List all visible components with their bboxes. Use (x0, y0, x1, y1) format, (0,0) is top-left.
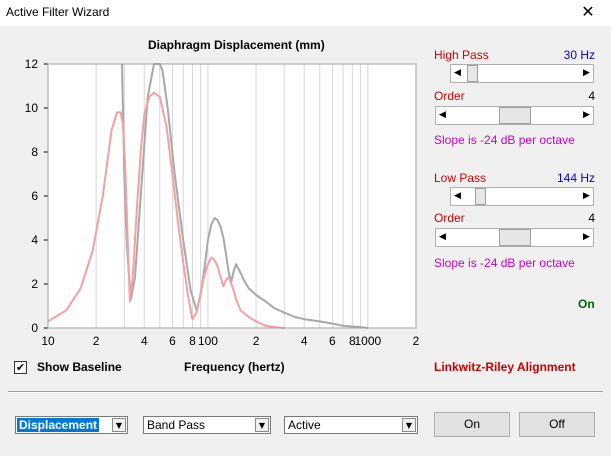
show-baseline-checkbox[interactable]: ✔ (14, 360, 27, 374)
x-tick-label: 8 (349, 334, 356, 348)
high-pass-order-slider[interactable]: ◀ ▶ (435, 106, 594, 125)
high-pass-slope-text: Slope is -24 dB per octave (434, 133, 575, 147)
filter-status: On (578, 297, 595, 311)
low-pass-order-label: Order (434, 211, 465, 225)
x-tick-label: 4 (141, 334, 148, 348)
plot-frame (47, 63, 417, 329)
y-tick-label: 8 (31, 145, 38, 159)
high-pass-order-right-arrow-icon[interactable]: ▶ (580, 107, 593, 124)
x-tick-label: 2 (413, 334, 420, 348)
high-pass-slider[interactable]: ◀ ▶ (450, 64, 594, 83)
x-tick-label: 6 (329, 334, 336, 348)
chevron-down-icon[interactable]: ▼ (402, 418, 416, 432)
x-tick-label: 6 (169, 334, 176, 348)
on-button[interactable]: On (434, 412, 510, 437)
y-tick-label: 4 (31, 233, 38, 247)
off-button[interactable]: Off (519, 412, 595, 437)
series-line-1 (121, 63, 369, 329)
y-tick-label: 10 (25, 101, 39, 115)
x-tick-label: 100 (198, 334, 218, 348)
x-tick-label: 4 (301, 334, 308, 348)
low-pass-left-arrow-icon[interactable]: ◀ (451, 188, 464, 205)
y-tick-label: 0 (31, 321, 38, 335)
low-pass-order-slider[interactable]: ◀ ▶ (435, 228, 594, 247)
low-pass-order-right-arrow-icon[interactable]: ▶ (580, 229, 593, 246)
title-bar: Active Filter Wizard ✕ (0, 0, 611, 26)
series-line-2 (47, 91, 285, 329)
separator (8, 391, 603, 393)
chevron-down-icon[interactable]: ▼ (255, 418, 269, 432)
filter-mode-select[interactable]: Active ▼ (284, 416, 418, 434)
plot-select-value: Displacement (17, 418, 100, 432)
high-pass-label: High Pass (434, 48, 489, 62)
low-pass-label: Low Pass (434, 171, 487, 185)
y-tick-label: 2 (31, 277, 38, 291)
y-tick-label: 12 (25, 57, 39, 71)
filter-type-select-value: Band Pass (147, 418, 206, 432)
low-pass-slope-text: Slope is -24 dB per octave (434, 256, 575, 270)
chevron-down-icon[interactable]: ▼ (112, 418, 126, 432)
show-baseline-checkbox-row[interactable]: ✔ Show Baseline (14, 360, 122, 374)
low-pass-value: 144 Hz (556, 171, 595, 185)
show-baseline-label[interactable]: Show Baseline (37, 360, 122, 374)
close-icon[interactable]: ✕ (581, 2, 595, 21)
high-pass-order-value: 4 (588, 89, 595, 103)
high-pass-right-arrow-icon[interactable]: ▶ (580, 65, 593, 82)
high-pass-left-arrow-icon[interactable]: ◀ (451, 65, 464, 82)
plot-select[interactable]: Displacement ▼ (15, 416, 128, 434)
x-tick-label: 10 (41, 334, 55, 348)
y-tick-label: 6 (31, 189, 38, 203)
x-tick-label: 2 (93, 334, 100, 348)
high-pass-order-slider-thumb[interactable] (499, 107, 531, 124)
window-title: Active Filter Wizard (6, 5, 110, 19)
x-tick-label: 2 (253, 334, 260, 348)
filter-type-select[interactable]: Band Pass ▼ (143, 416, 271, 434)
filter-mode-select-value: Active (288, 418, 321, 432)
low-pass-right-arrow-icon[interactable]: ▶ (580, 188, 593, 205)
x-tick-label: 1000 (355, 334, 382, 348)
low-pass-order-value: 4 (588, 211, 595, 225)
alignment-label: Linkwitz-Riley Alignment (434, 360, 576, 374)
high-pass-order-label: Order (434, 89, 465, 103)
chart-title: Diaphragm Displacement (mm) (148, 38, 325, 52)
low-pass-slider[interactable]: ◀ ▶ (450, 187, 594, 206)
high-pass-value: 30 Hz (563, 48, 595, 62)
low-pass-slider-thumb[interactable] (475, 188, 486, 205)
low-pass-order-left-arrow-icon[interactable]: ◀ (436, 229, 449, 246)
high-pass-order-left-arrow-icon[interactable]: ◀ (436, 107, 449, 124)
x-tick-label: 8 (189, 334, 196, 348)
high-pass-slider-thumb[interactable] (467, 65, 478, 82)
x-axis-label: Frequency (hertz) (184, 360, 285, 374)
low-pass-order-slider-thumb[interactable] (499, 229, 531, 246)
